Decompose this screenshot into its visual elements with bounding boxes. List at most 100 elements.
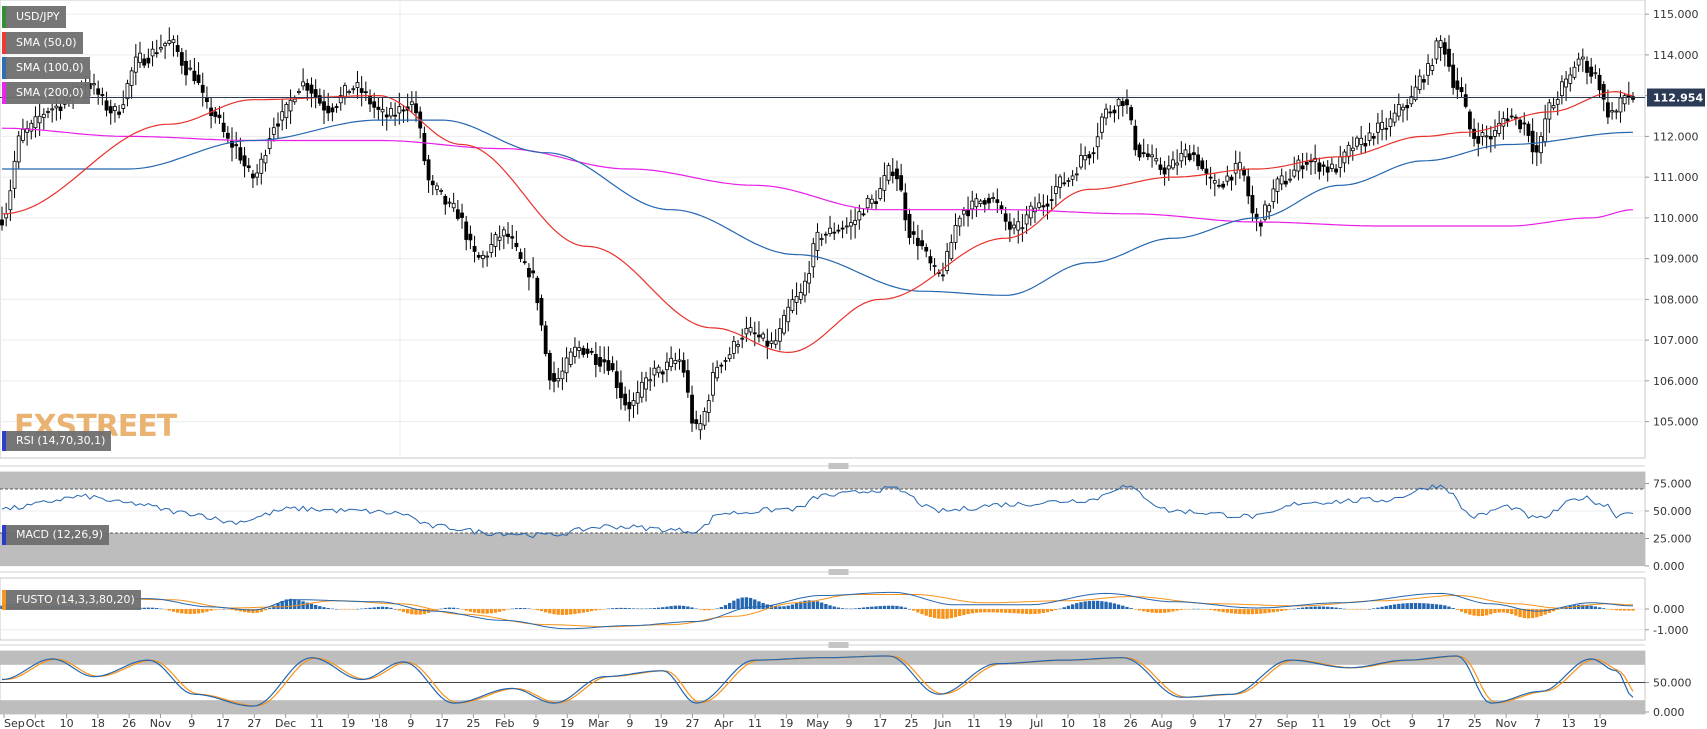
x-tick-label: Aug	[1151, 717, 1172, 729]
macd-histogram-bar	[1204, 609, 1209, 610]
macd-histogram-bar	[1058, 608, 1062, 610]
macd-histogram-bar	[1154, 609, 1158, 613]
macd-histogram-bar	[1267, 609, 1271, 613]
x-tick-label: 27	[1249, 717, 1263, 729]
x-tick-label: 19	[560, 717, 574, 729]
candle-up	[29, 122, 34, 132]
macd-histogram-bar	[1112, 603, 1117, 609]
candle-down	[330, 107, 335, 113]
legend-sma200[interactable]: SMA (200,0)	[2, 82, 90, 104]
candle-up	[1359, 137, 1364, 145]
candle-down	[1137, 144, 1142, 158]
candle-up	[1555, 99, 1560, 105]
candle-up	[46, 111, 50, 113]
candle-up	[568, 351, 573, 365]
macd-histogram-bar	[1372, 608, 1376, 609]
macd-histogram-bar	[1183, 609, 1188, 610]
price-y-axis-tick-label: 108.000	[1653, 293, 1699, 306]
candle-down	[363, 91, 368, 94]
macd-histogram-bar	[1392, 604, 1397, 609]
macd-histogram-bar	[1083, 601, 1087, 609]
macd-histogram-bar	[732, 600, 736, 609]
macd-histogram-bar	[723, 605, 728, 609]
macd-histogram-bar	[506, 609, 510, 610]
macd-histogram-bar	[1225, 609, 1230, 613]
macd-histogram-bar	[1489, 609, 1493, 615]
candle-down	[1534, 145, 1539, 153]
macd-histogram-bar	[891, 605, 895, 609]
macd-histogram-bar	[1221, 609, 1225, 613]
macd-histogram-bar	[1589, 605, 1593, 609]
candle-up	[288, 99, 293, 112]
legend-fusto[interactable]: FUSTO (14,3,3,80,20)	[2, 590, 141, 610]
candle-up	[573, 346, 577, 357]
candle-down	[928, 256, 933, 264]
macd-histogram-bar	[1045, 609, 1050, 613]
macd-histogram-bar	[640, 608, 644, 610]
macd-histogram-bar	[288, 598, 293, 609]
macd-histogram-bar	[1334, 607, 1338, 609]
legend-rsi[interactable]: RSI (14,70,30,1)	[2, 431, 112, 451]
fusto-k-line	[1, 655, 1634, 707]
macd-histogram-bar	[937, 609, 941, 619]
macd-histogram-bar	[581, 609, 585, 613]
candle-down	[1384, 127, 1389, 130]
candle-down	[200, 84, 205, 93]
legend-sma50[interactable]: SMA (50,0)	[2, 32, 83, 54]
candle-up	[1070, 175, 1075, 180]
macd-histogram-bar	[1576, 604, 1581, 609]
macd-histogram-bar	[907, 608, 912, 610]
candle-down	[246, 165, 251, 169]
candle-up	[501, 229, 506, 237]
macd-histogram-bar	[1610, 609, 1614, 610]
legend-sma100-text: SMA (100,0)	[16, 61, 84, 74]
legend-sma100[interactable]: SMA (100,0)	[2, 57, 90, 79]
candle-up	[744, 327, 749, 335]
candle-up	[1438, 40, 1443, 48]
macd-histogram-bar	[422, 609, 427, 615]
macd-histogram-bar	[1535, 609, 1539, 618]
macd-histogram-bar	[451, 607, 456, 609]
x-tick-label: 11	[748, 717, 762, 729]
macd-histogram-bar	[359, 608, 364, 610]
candle-up	[489, 244, 494, 253]
macd-histogram-bar	[573, 609, 577, 614]
candle-up	[869, 198, 874, 204]
candle-up	[815, 231, 820, 251]
candle-down	[401, 109, 406, 112]
candle-up	[878, 188, 883, 199]
macd-histogram-bar	[895, 605, 899, 609]
candle-down	[1003, 213, 1008, 222]
macd-histogram-bar	[1560, 608, 1564, 609]
macd-histogram-bar	[527, 608, 531, 610]
macd-histogram-bar	[1066, 605, 1071, 609]
legend-usdjpy[interactable]: USD/JPY	[2, 6, 66, 28]
x-tick-label: 9	[1409, 717, 1416, 729]
macd-histogram-bar	[410, 609, 414, 615]
candle-down	[895, 168, 899, 180]
macd-histogram-bar	[1497, 609, 1501, 613]
candle-up	[945, 251, 950, 271]
macd-histogram-bar	[389, 607, 393, 609]
candle-down	[1217, 184, 1221, 187]
candle-up	[1150, 154, 1154, 158]
candle-down	[836, 229, 841, 232]
macd-histogram-bar	[1342, 608, 1347, 610]
macd-histogram-bar	[606, 608, 611, 610]
macd-histogram-bar	[598, 609, 602, 610]
candle-up	[1233, 163, 1238, 174]
macd-histogram-bar	[418, 609, 422, 615]
legend-macd[interactable]: MACD (12,26,9)	[2, 525, 110, 545]
macd-histogram-bar	[870, 606, 874, 609]
macd-histogram-bar	[602, 609, 606, 610]
legend-macd-text: MACD (12,26,9)	[16, 528, 104, 541]
fusto-oversold-zone	[0, 700, 1645, 714]
macd-histogram-bar	[385, 607, 389, 609]
candle-up	[1480, 132, 1485, 137]
candle-up	[267, 138, 272, 150]
macd-histogram-bar	[1443, 605, 1447, 609]
candle-up	[1237, 162, 1242, 171]
macd-histogram-bar	[1543, 609, 1547, 615]
macd-histogram-bar	[1162, 609, 1167, 613]
